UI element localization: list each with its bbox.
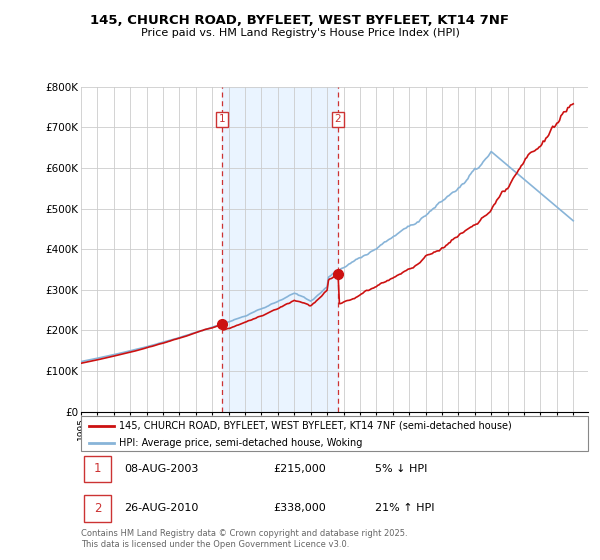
FancyBboxPatch shape: [83, 495, 112, 521]
Text: 145, CHURCH ROAD, BYFLEET, WEST BYFLEET, KT14 7NF: 145, CHURCH ROAD, BYFLEET, WEST BYFLEET,…: [91, 14, 509, 27]
Text: 21% ↑ HPI: 21% ↑ HPI: [375, 503, 434, 513]
Text: 26-AUG-2010: 26-AUG-2010: [124, 503, 199, 513]
Text: 08-AUG-2003: 08-AUG-2003: [124, 464, 199, 474]
Text: 2: 2: [94, 502, 101, 515]
Text: Contains HM Land Registry data © Crown copyright and database right 2025.
This d: Contains HM Land Registry data © Crown c…: [81, 529, 407, 549]
FancyBboxPatch shape: [83, 456, 112, 482]
Text: 2: 2: [334, 114, 341, 124]
Text: £215,000: £215,000: [274, 464, 326, 474]
Text: Price paid vs. HM Land Registry's House Price Index (HPI): Price paid vs. HM Land Registry's House …: [140, 28, 460, 38]
Bar: [222, 87, 338, 412]
Text: 145, CHURCH ROAD, BYFLEET, WEST BYFLEET, KT14 7NF (semi-detached house): 145, CHURCH ROAD, BYFLEET, WEST BYFLEET,…: [119, 421, 512, 431]
Text: 1: 1: [219, 114, 226, 124]
FancyBboxPatch shape: [81, 416, 588, 451]
Text: HPI: Average price, semi-detached house, Woking: HPI: Average price, semi-detached house,…: [119, 438, 362, 448]
Text: £338,000: £338,000: [274, 503, 326, 513]
Text: 5% ↓ HPI: 5% ↓ HPI: [375, 464, 427, 474]
Text: 1: 1: [94, 463, 101, 475]
